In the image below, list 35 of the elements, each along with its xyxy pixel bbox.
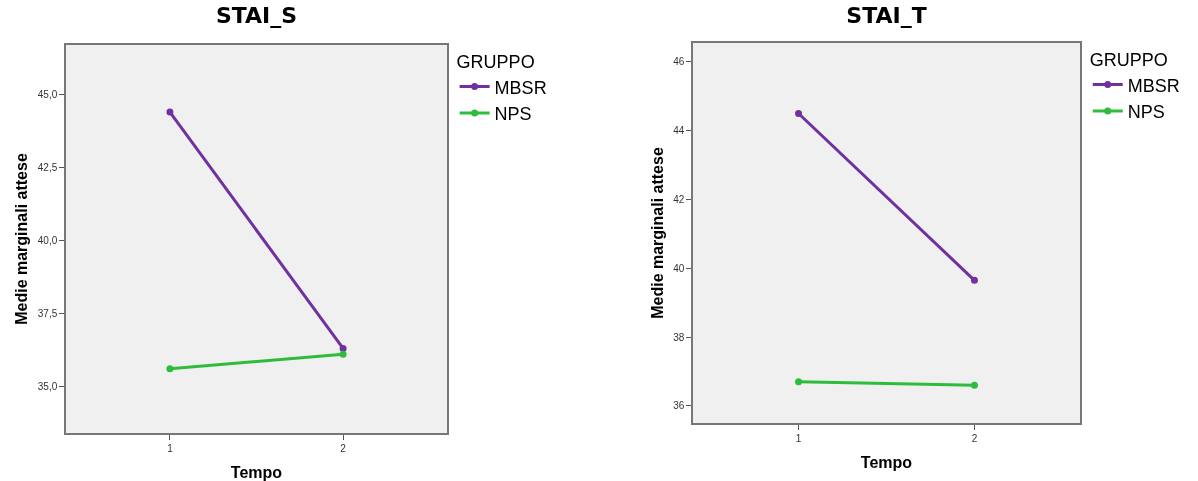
point (166, 108, 174, 116)
legend-title: GRUPPO (1089, 50, 1168, 71)
y-tick-label: 42 (673, 193, 685, 205)
point (166, 365, 174, 373)
chart-title: STAI_S (215, 2, 298, 28)
y-tick-label: 46 (673, 56, 685, 68)
y-tick-label: 35,0 (37, 380, 58, 392)
legend-label: MBSR (494, 77, 547, 98)
y-axis-title: Medie marginali attese (648, 147, 666, 319)
legend-label: MBSR (1127, 75, 1180, 96)
x-tick-label: 2 (340, 442, 347, 454)
point (795, 378, 803, 386)
x-tick-label: 1 (795, 432, 802, 444)
y-tick-label: 45,0 (37, 89, 58, 101)
point (970, 276, 978, 284)
y-tick-label: 44 (673, 125, 685, 137)
y-tick-label: 37,5 (37, 307, 58, 319)
x-axis-title: Tempo (860, 453, 913, 471)
point (339, 350, 347, 358)
point (339, 344, 347, 352)
legend-title: GRUPPO (456, 52, 535, 73)
y-axis-title: Medie marginali attese (13, 153, 31, 325)
x-axis-title: Tempo (230, 463, 283, 481)
y-tick-label: 38 (673, 331, 685, 343)
point (970, 381, 978, 389)
y-tick-label: 36 (673, 400, 685, 412)
point (795, 110, 803, 117)
legend-label: NPS (494, 104, 532, 125)
legend-label: NPS (1127, 102, 1165, 123)
x-tick-label: 1 (167, 442, 174, 454)
y-tick-label: 40,0 (37, 234, 58, 246)
y-tick-label: 42,5 (37, 162, 58, 174)
chart-title: STAI_T (846, 2, 927, 28)
y-tick-label: 40 (673, 262, 685, 274)
x-tick-label: 2 (971, 432, 978, 444)
